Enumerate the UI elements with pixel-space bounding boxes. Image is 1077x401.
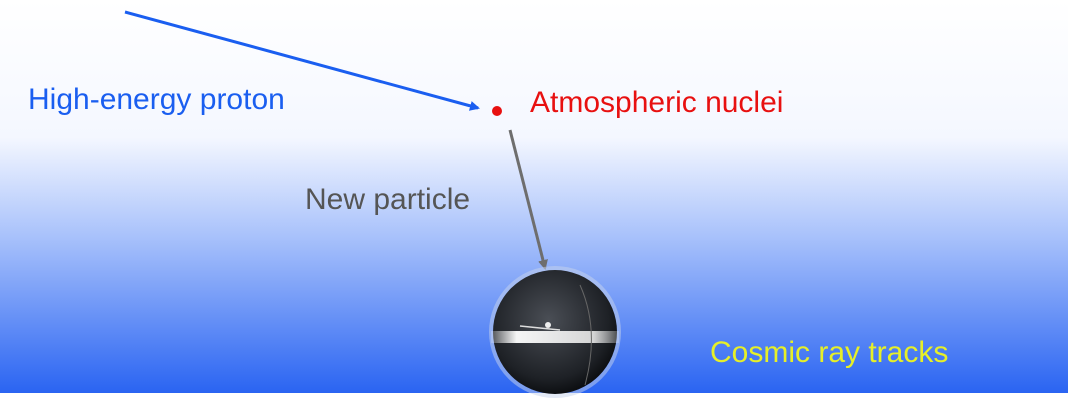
proton-arrow [124,10,480,111]
nucleus-label: Atmospheric nuclei [530,86,783,119]
particle-label: New particle [305,183,470,216]
cloud-chamber-image [489,266,621,398]
proton-label: High-energy proton [28,83,285,116]
particle-arrow [508,129,548,270]
nucleus-dot [492,106,502,116]
tracks-label: Cosmic ray tracks [710,336,948,369]
